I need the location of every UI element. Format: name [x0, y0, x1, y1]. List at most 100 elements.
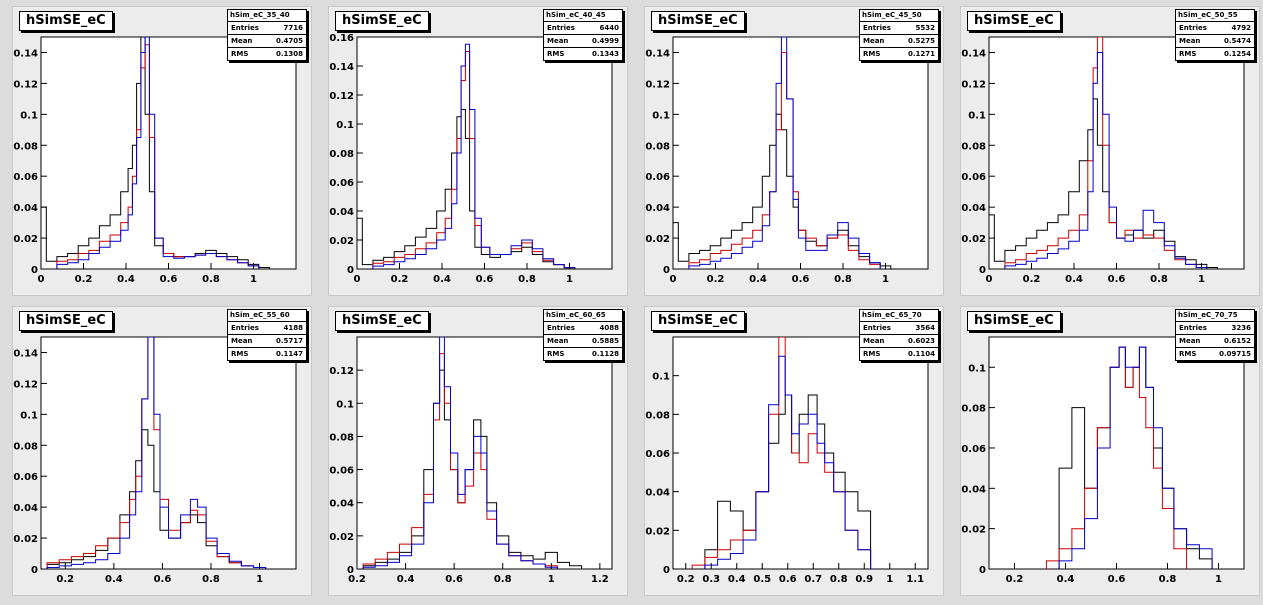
stats-box: hSim_eC_35_40 Entries 7716 Mean 0.4705 RMS 0.1…: [227, 9, 307, 61]
x-tick-label: 1.1: [906, 574, 924, 585]
y-tick-label: 0.08: [13, 441, 38, 452]
y-tick-label: 0: [663, 565, 670, 576]
x-tick-label: 0.8: [1159, 574, 1177, 585]
y-tick-label: 0.12: [329, 91, 354, 102]
y-tick-label: 0.14: [13, 48, 38, 59]
x-tick-label: 0.8: [518, 274, 536, 285]
stats-label-mean: Mean: [231, 337, 253, 345]
x-tick-label: 0.4: [397, 574, 415, 585]
x-tick-label: 0.4: [1065, 274, 1083, 285]
stats-label-entries: Entries: [231, 324, 259, 332]
x-tick-label: 0.4: [728, 574, 746, 585]
stats-value-rms: 0.1128: [591, 350, 619, 358]
stats-value-rms: 0.1308: [275, 50, 303, 58]
stats-row-rms: RMS 0.1343: [544, 48, 622, 60]
plot-frame: [40, 36, 297, 270]
x-tick-label: 0.7: [804, 574, 822, 585]
stats-value-rms: 0.1343: [591, 50, 619, 58]
stats-row-rms: RMS 0.1147: [228, 348, 306, 360]
x-tick-label: 0.6: [154, 574, 172, 585]
stats-value-entries: 4188: [283, 324, 303, 332]
x-tick-label: 0.8: [494, 574, 512, 585]
histogram-series-2: [688, 52, 881, 269]
stats-name: hSim_eC_50_55: [1176, 10, 1254, 22]
stats-row-mean: Mean 0.5717: [228, 335, 306, 348]
y-tick-label: 0.04: [329, 207, 354, 218]
stats-row-entries: Entries 4188: [228, 322, 306, 335]
y-tick-label: 0.12: [13, 79, 38, 90]
y-tick-label: 0.04: [13, 503, 38, 514]
stats-row-entries: Entries 4088: [544, 322, 622, 335]
x-tick-label: 1: [250, 274, 257, 285]
stats-label-mean: Mean: [547, 337, 569, 345]
y-tick-label: 0.06: [645, 449, 670, 460]
histogram-plot: 0 0.2 0.4 0.6 0.8 1 0 0.02 0.04 0.06 0.08 0.1 0.12 0.…: [645, 36, 929, 285]
stats-label-mean: Mean: [863, 337, 885, 345]
histogram-plot: 0.2 0.4 0.6 0.8 1 0 0.02 0.04 0.06 0.08 0.1 0.12 0.1…: [13, 336, 297, 585]
y-tick-label: 0.04: [645, 488, 670, 499]
x-tick-label: 0.6: [1108, 574, 1126, 585]
x-tick-label: 1: [548, 574, 555, 585]
x-tick-label: 0.8: [830, 574, 848, 585]
x-tick-label: 0.6: [1108, 274, 1126, 285]
stats-value-mean: 0.5885: [591, 337, 619, 345]
stats-name: hSim_eC_55_60: [228, 310, 306, 322]
y-tick-label: 0.08: [13, 141, 38, 152]
stats-row-rms: RMS 0.1254: [1176, 48, 1254, 60]
y-tick-label: 0.08: [329, 149, 354, 160]
y-tick-label: 0: [979, 265, 986, 276]
stats-label-rms: RMS: [1179, 50, 1197, 58]
y-tick-label: 0.08: [961, 141, 986, 152]
stats-label-rms: RMS: [863, 350, 881, 358]
stats-value-rms: 0.1254: [1223, 50, 1251, 58]
stats-label-rms: RMS: [547, 50, 565, 58]
x-tick-label: 0.4: [1057, 574, 1075, 585]
histogram-pad: 0 0.2 0.4 0.6 0.8 1 0 0.02 0.04 0.06 0.08 0.1 0.12 0.…: [960, 6, 1260, 296]
histogram-plot: 0 0.2 0.4 0.6 0.8 1 0 0.02 0.04 0.06 0.08 0.1 0.12 0.…: [329, 33, 613, 285]
histogram-pad: 0 0.2 0.4 0.6 0.8 1 0 0.02 0.04 0.06 0.08 0.1 0.12 0.…: [328, 6, 628, 296]
stats-box: hSim_eC_70_75 Entries 3236 Mean 0.6152 RMS 0.0…: [1175, 309, 1255, 361]
stats-row-mean: Mean 0.5275: [860, 35, 938, 48]
x-tick-label: 0.4: [117, 274, 135, 285]
stats-label-entries: Entries: [547, 24, 575, 32]
stats-row-rms: RMS 0.1104: [860, 348, 938, 360]
stats-value-mean: 0.5717: [275, 337, 303, 345]
x-tick-label: 0.6: [445, 574, 463, 585]
stats-label-rms: RMS: [231, 50, 249, 58]
x-tick-label: 0.6: [779, 574, 797, 585]
stats-box: hSim_eC_55_60 Entries 4188 Mean 0.5717 RMS 0.1…: [227, 309, 307, 361]
stats-row-mean: Mean 0.5474: [1176, 35, 1254, 48]
y-tick-label: 0.04: [13, 203, 38, 214]
stats-row-mean: Mean 0.4999: [544, 35, 622, 48]
y-tick-label: 0.02: [961, 525, 986, 536]
y-tick-label: 0.06: [645, 172, 670, 183]
y-tick-label: 0.06: [13, 472, 38, 483]
y-tick-label: 0: [663, 265, 670, 276]
stats-value-rms: 0.1271: [907, 50, 935, 58]
stats-label-entries: Entries: [863, 24, 891, 32]
stats-row-rms: RMS 0.1308: [228, 48, 306, 60]
y-tick-label: 0.08: [961, 404, 986, 415]
stats-value-rms: 0.1104: [907, 350, 935, 358]
stats-value-entries: 7716: [283, 24, 303, 32]
stats-value-entries: 4088: [599, 324, 619, 332]
y-tick-label: 0.06: [329, 178, 354, 189]
stats-label-rms: RMS: [863, 50, 881, 58]
y-tick-label: 0: [31, 265, 38, 276]
stats-label-entries: Entries: [1179, 24, 1207, 32]
histogram-pad: 0.2 0.4 0.6 0.8 1 0 0.02 0.04 0.06 0.08 0.1 hSimSE_…: [960, 306, 1260, 596]
x-tick-label: 0.2: [1006, 574, 1024, 585]
y-tick-label: 0.12: [961, 79, 986, 90]
x-tick-label: 0.5: [753, 574, 771, 585]
stats-label-rms: RMS: [547, 350, 565, 358]
histogram-plot: 0.2 0.4 0.6 0.8 1 1.2 0 0.02 0.04 0.06 0.08 0.1 0.12: [329, 336, 613, 585]
y-tick-label: 0.1: [20, 410, 38, 421]
x-tick-label: 0.6: [160, 274, 178, 285]
x-tick-label: 0.3: [702, 574, 720, 585]
stats-value-rms: 0.09715: [1219, 350, 1251, 358]
stats-box: hSim_eC_60_65 Entries 4088 Mean 0.5885 RMS 0.1…: [543, 309, 623, 361]
y-tick-label: 0.1: [652, 372, 670, 383]
stats-name: hSim_eC_45_50: [860, 10, 938, 22]
x-tick-label: 0.9: [855, 574, 873, 585]
